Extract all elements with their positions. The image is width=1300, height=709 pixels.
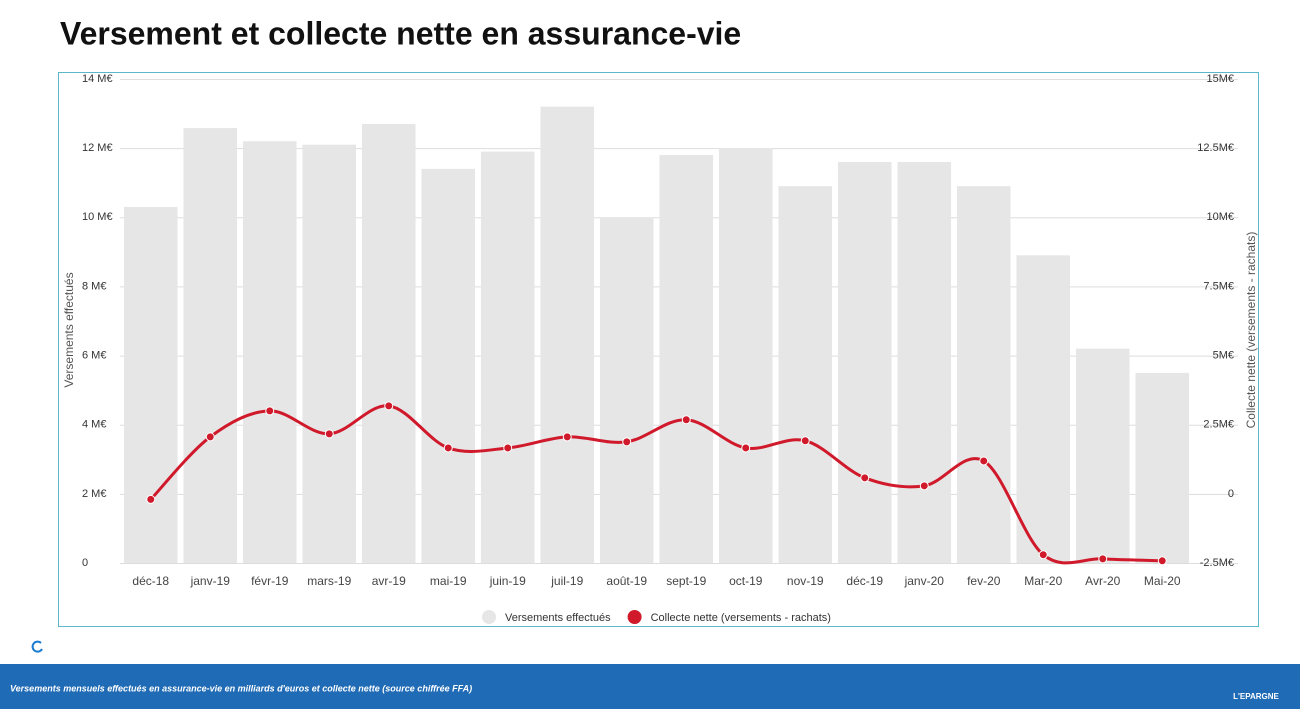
bar	[480, 151, 535, 563]
y2-tick-label: 2.5M€	[1203, 419, 1234, 431]
point	[324, 429, 334, 439]
x-tick-label: janv-19	[190, 574, 231, 588]
page-title: Versement et collecte nette en assurance…	[60, 15, 741, 51]
y-tick-label: 6 M€	[82, 349, 106, 361]
point	[622, 437, 632, 447]
bar	[956, 186, 1011, 563]
bar	[778, 186, 833, 563]
bar	[242, 141, 297, 563]
y-tick-label: 12 M€	[82, 142, 113, 154]
y2-tick-label: 15M€	[1206, 73, 1234, 85]
bar	[302, 144, 357, 563]
x-tick-label: nov-19	[787, 574, 824, 588]
bar	[540, 106, 595, 564]
bar	[361, 123, 416, 563]
y-axis-label: Versements effectués	[62, 272, 76, 387]
chart-frame	[58, 72, 1259, 627]
point	[1098, 554, 1108, 564]
point	[265, 406, 275, 416]
x-tick-label: août-19	[606, 574, 647, 588]
point	[741, 443, 751, 453]
y-tick-label: 4 M€	[82, 419, 106, 431]
bar	[421, 168, 476, 563]
x-tick-label: fev-20	[967, 574, 1001, 588]
point	[979, 456, 989, 466]
point	[919, 481, 929, 491]
point	[1038, 550, 1048, 560]
y-tick-label: 2 M€	[82, 488, 106, 500]
x-tick-label: juin-19	[489, 574, 526, 588]
y2-tick-label: 12.5M€	[1197, 142, 1234, 154]
x-tick-label: mars-19	[307, 574, 351, 588]
point	[562, 432, 572, 442]
x-tick-label: sept-19	[666, 574, 706, 588]
x-tick-label: juil-19	[550, 574, 583, 588]
y-tick-label: 0	[82, 557, 88, 569]
bar	[1016, 255, 1071, 564]
point	[443, 443, 453, 453]
bar	[1075, 348, 1130, 563]
y2-tick-label: -2.5M€	[1200, 557, 1234, 569]
bar	[183, 128, 238, 563]
x-tick-label: Avr-20	[1085, 574, 1120, 588]
y-tick-label: 14 M€	[82, 73, 113, 85]
point	[681, 415, 691, 425]
bar	[718, 148, 773, 563]
line	[149, 404, 1163, 565]
x-tick-label: mai-19	[430, 574, 467, 588]
footer-caption: Versements mensuels effectués en assuran…	[10, 683, 472, 693]
point	[800, 436, 810, 446]
y2-tick-label: 10M€	[1206, 211, 1234, 223]
point	[205, 432, 215, 442]
point	[503, 443, 513, 453]
x-tick-label: oct-19	[729, 574, 763, 588]
x-tick-label: Mar-20	[1024, 574, 1062, 588]
legend-marker	[482, 610, 496, 624]
x-tick-label: févr-19	[251, 574, 289, 588]
y-tick-label: 8 M€	[82, 280, 106, 292]
y2-tick-label: 0	[1228, 488, 1234, 500]
point	[146, 494, 156, 504]
x-tick-label: Mai-20	[1144, 574, 1181, 588]
y2-tick-label: 5M€	[1213, 349, 1234, 361]
point	[1157, 556, 1167, 566]
y2-tick-label: 7.5M€	[1203, 280, 1234, 292]
bar	[897, 161, 952, 563]
logo: L'EPARGNE	[1233, 692, 1279, 701]
reload-icon[interactable]	[31, 640, 43, 653]
x-tick-label: janv-20	[904, 574, 945, 588]
bar	[123, 206, 178, 563]
point	[860, 473, 870, 483]
bar	[1135, 372, 1190, 563]
x-tick-label: déc-19	[846, 574, 883, 588]
x-tick-label: avr-19	[372, 574, 406, 588]
x-tick-label: déc-18	[132, 574, 169, 588]
legend-label: Versements effectués	[505, 612, 611, 624]
legend-marker	[627, 610, 642, 624]
footer-bar	[0, 664, 1300, 709]
bar	[599, 217, 654, 564]
y2-axis-label: Collecte nette (versements - rachats)	[1244, 232, 1258, 429]
point	[384, 401, 394, 411]
bar	[659, 155, 714, 564]
legend-label: Collecte nette (versements - rachats)	[651, 612, 831, 624]
bar	[837, 161, 892, 563]
y-tick-label: 10 M€	[82, 211, 113, 223]
